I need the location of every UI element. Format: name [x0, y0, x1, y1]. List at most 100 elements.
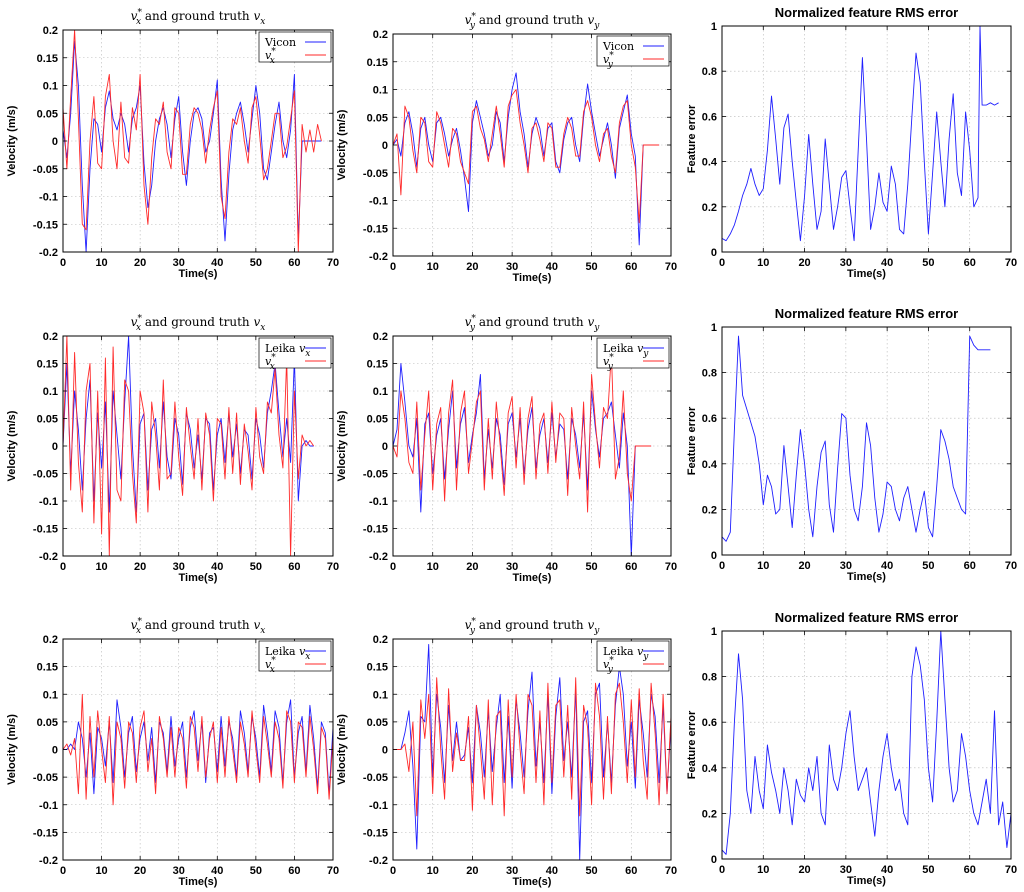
legend-label-1: Leika vy​	[603, 645, 649, 662]
y-tick-label: 0.8	[702, 368, 717, 380]
y-tick-label: -0.2	[39, 551, 58, 563]
math-var: v	[253, 9, 260, 23]
chart-title: v*y​ and ground truth vy​	[465, 617, 601, 636]
y-tick-label: 0.15	[367, 359, 388, 371]
math-var: v	[253, 618, 260, 632]
legend-label-1: Leika vx​	[265, 342, 310, 359]
title-middle: and ground truth	[141, 9, 253, 23]
x-tick-label: 60	[964, 560, 976, 572]
chart-title: Normalized feature RMS error	[775, 5, 959, 20]
math-sup: *	[137, 314, 142, 324]
x-tick-label: 0	[60, 561, 66, 573]
series-group	[393, 644, 671, 860]
math-sub: x	[270, 362, 275, 372]
series-line-v-y-	[393, 352, 652, 513]
math-sup: *	[271, 353, 276, 363]
chart-title: v*y​ and ground truth vy​	[465, 314, 601, 333]
legend-box	[258, 337, 332, 369]
y-axis-label: Velocity (m/s)	[6, 410, 18, 481]
math-var: v	[253, 315, 260, 329]
y-tick-label: 0	[52, 745, 58, 757]
y-tick-label: 0.1	[43, 689, 58, 701]
x-tick-label: 50	[585, 261, 597, 273]
series-line-vicon	[393, 72, 660, 246]
y-tick-label: -0.1	[369, 196, 388, 208]
chart-panel-9: 0 10 20 30 40 50 60 70 0 0.2 0.4 0.6 0.8 1 Time(s) Feat…	[686, 610, 1017, 887]
x-tick-label: 60	[288, 257, 300, 269]
math-var: v	[265, 49, 272, 62]
y-tick-label: 0.15	[367, 662, 388, 674]
y-tick-label: 0.4	[702, 157, 718, 169]
series-group	[393, 72, 660, 246]
x-tick-label: 40	[546, 261, 558, 273]
y-tick-label: 0.05	[367, 717, 388, 729]
x-tick-label: 40	[211, 257, 223, 269]
x-tick-label: 60	[964, 864, 976, 876]
y-tick-label: 0	[711, 854, 717, 866]
y-tick-label: 0.15	[367, 57, 388, 69]
math-sup: *	[609, 656, 614, 666]
x-tick-label: 30	[173, 865, 185, 877]
legend-label-2: v*y​	[603, 353, 614, 372]
legend-label-1: Vicon	[602, 40, 634, 53]
x-tick-label: 70	[327, 257, 339, 269]
math-sub: x	[136, 17, 141, 27]
legend-text-base: Leika	[603, 342, 637, 355]
x-tick-label: 20	[466, 865, 478, 877]
legend-box	[258, 640, 332, 672]
chart-panel-2: 0 10 20 30 40 50 60 70 -0.2 -0.15 -0.1 -0.05 0 0.05 0.…	[336, 12, 677, 284]
legend-text-base: Leika	[603, 645, 637, 658]
y-tick-label: 0.8	[702, 672, 717, 684]
title-middle: and ground truth	[475, 13, 587, 27]
x-axis-label: Time(s)	[179, 268, 218, 280]
x-tick-label: 30	[840, 560, 852, 572]
math-var: v	[131, 9, 138, 23]
series-line-v-y-	[393, 677, 671, 817]
y-tick-label: -0.2	[369, 855, 388, 867]
x-tick-label: 50	[585, 865, 597, 877]
chart-panel-5: 0 10 20 30 40 50 60 70 -0.2 -0.15 -0.1 -0.05 0 0.05 0.…	[336, 314, 677, 584]
math-sub: y	[642, 652, 649, 662]
y-tick-label: -0.05	[363, 772, 388, 784]
title-middle: and ground truth	[475, 315, 587, 329]
series-group	[722, 26, 999, 242]
y-tick-label: 0.05	[37, 717, 58, 729]
y-axis-label: Feature error	[686, 104, 698, 173]
y-tick-label: 0.1	[373, 85, 388, 97]
chart-panel-8: 0 10 20 30 40 50 60 70 -0.2 -0.15 -0.1 -0.05 0 0.05 0.…	[336, 617, 677, 888]
x-tick-label: 50	[922, 864, 934, 876]
y-tick-label: -0.1	[369, 800, 388, 812]
chart-panel-6: 0 10 20 30 40 50 60 70 0 0.2 0.4 0.6 0.8 1 Time(s) Feat…	[686, 306, 1017, 583]
y-tick-label: 0	[382, 140, 388, 152]
x-tick-label: 0	[719, 864, 725, 876]
x-tick-label: 40	[881, 864, 893, 876]
x-axis-label: Time(s)	[847, 268, 886, 280]
y-tick-label: 0.05	[37, 414, 58, 426]
y-tick-label: -0.2	[369, 251, 388, 263]
x-tick-label: 10	[95, 561, 107, 573]
y-tick-label: 0.2	[702, 202, 717, 214]
math-var: v	[587, 618, 594, 632]
y-tick-label: 0.4	[702, 763, 718, 775]
y-tick-label: -0.1	[39, 192, 58, 204]
math-var: v	[465, 13, 472, 27]
x-tick-label: 20	[466, 261, 478, 273]
title-middle: and ground truth	[141, 315, 253, 329]
x-tick-label: 70	[665, 865, 677, 877]
series-line-leika-v-x	[63, 336, 314, 513]
legend-box	[258, 31, 332, 63]
math-var: v	[603, 355, 610, 368]
math-var: v	[265, 658, 272, 671]
y-tick-label: -0.15	[33, 524, 58, 536]
series-group	[63, 30, 322, 252]
series-group	[63, 336, 315, 556]
y-tick-label: -0.2	[369, 551, 388, 563]
legend-label-2: v*x​	[265, 353, 276, 372]
math-sub: x	[270, 56, 275, 66]
x-tick-label: 20	[466, 561, 478, 573]
x-tick-label: 0	[60, 865, 66, 877]
x-tick-label: 0	[390, 561, 396, 573]
series-line-error	[722, 631, 1011, 855]
math-var: v	[637, 342, 644, 355]
y-axis-label: Velocity (m/s)	[6, 714, 18, 785]
